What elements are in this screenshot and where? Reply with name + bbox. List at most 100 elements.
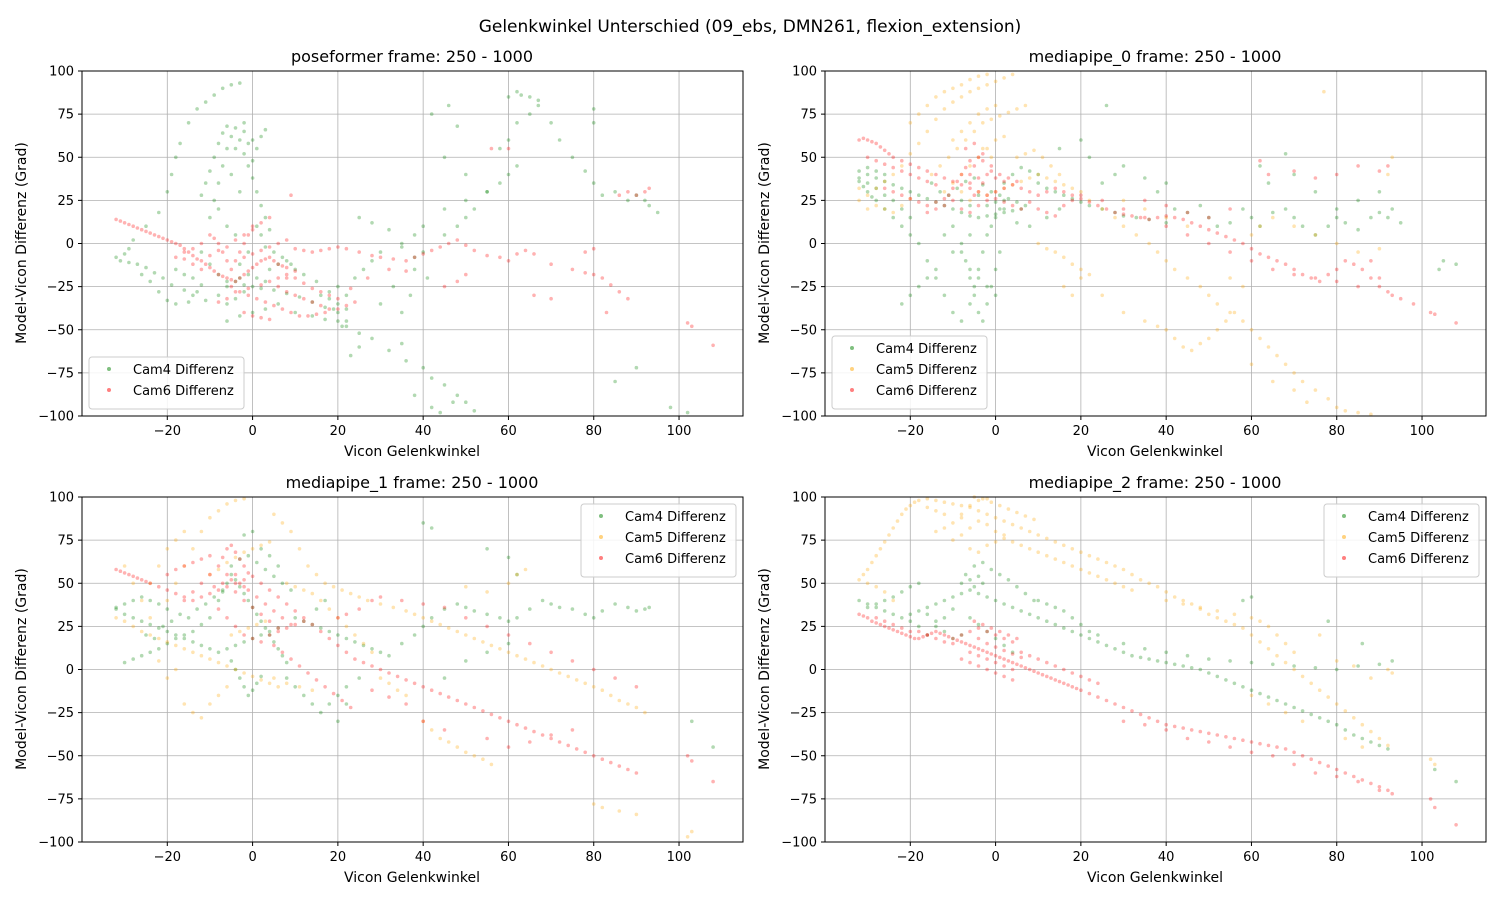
data-point	[1181, 217, 1185, 222]
data-point	[344, 624, 349, 629]
data-point	[1087, 678, 1092, 682]
data-point	[1305, 400, 1309, 405]
data-point	[925, 259, 930, 263]
data-point	[900, 631, 904, 636]
data-point	[182, 598, 187, 603]
legend-marker	[850, 388, 854, 392]
data-point	[263, 257, 268, 261]
data-point	[874, 186, 878, 191]
x-tick-label: 40	[1158, 850, 1175, 865]
data-point	[250, 605, 255, 610]
data-point	[267, 227, 272, 232]
data-point	[600, 688, 605, 692]
data-point	[951, 641, 955, 646]
data-point	[865, 165, 870, 170]
data-point	[1258, 619, 1262, 623]
data-point	[259, 619, 263, 623]
data-point	[225, 616, 229, 620]
data-point	[1292, 750, 1296, 755]
data-point	[1326, 397, 1330, 401]
data-point	[357, 607, 362, 611]
data-point	[1258, 158, 1262, 163]
data-point	[925, 505, 930, 510]
data-point	[998, 503, 1002, 508]
data-point	[485, 590, 489, 594]
data-point	[1313, 388, 1318, 392]
data-point	[302, 619, 306, 623]
data-point	[344, 293, 349, 298]
data-point	[908, 215, 913, 220]
data-point	[157, 636, 161, 641]
data-point	[139, 598, 144, 603]
data-point	[438, 622, 443, 627]
data-point	[959, 210, 964, 215]
data-point	[634, 609, 639, 613]
data-point	[191, 293, 195, 298]
data-point	[976, 653, 981, 658]
data-point	[1313, 190, 1318, 194]
data-point	[1249, 740, 1254, 744]
data-point	[989, 567, 994, 572]
data-point	[472, 705, 477, 710]
data-point	[882, 186, 887, 191]
plot-area: −20 0 20 40 60 80 100−100−75−50−250255075100Ca…	[38, 491, 744, 865]
data-point	[1334, 667, 1339, 672]
x-tick-label: 40	[415, 850, 432, 865]
data-point	[1249, 595, 1254, 599]
data-point	[1369, 276, 1373, 280]
data-point	[532, 729, 536, 734]
data-point	[319, 629, 323, 634]
data-point	[600, 805, 605, 810]
data-point	[203, 262, 208, 267]
data-point	[951, 86, 955, 91]
data-point	[1121, 584, 1126, 589]
data-point	[365, 276, 370, 280]
data-point	[1104, 578, 1109, 582]
data-point	[968, 164, 972, 168]
data-point	[934, 95, 938, 99]
data-point	[489, 643, 494, 648]
data-point	[917, 498, 921, 503]
data-point	[199, 643, 204, 648]
data-point	[951, 181, 955, 185]
data-point	[1070, 198, 1075, 203]
data-point	[917, 165, 921, 170]
data-point	[302, 616, 306, 620]
data-point	[1079, 688, 1083, 692]
data-point	[523, 726, 528, 730]
data-point	[540, 733, 545, 737]
data-point	[874, 158, 878, 163]
data-point	[280, 650, 285, 655]
data-point	[1002, 519, 1006, 523]
data-point	[904, 507, 908, 511]
legend-marker	[599, 514, 603, 518]
data-point	[148, 279, 152, 284]
data-point	[925, 612, 930, 617]
data-point	[861, 136, 866, 141]
data-point	[917, 636, 921, 641]
data-point	[220, 164, 225, 168]
x-axis-label: Vicon Gelenkwinkel	[344, 444, 480, 460]
data-point	[169, 283, 174, 287]
data-point	[870, 619, 874, 623]
data-point	[361, 643, 366, 648]
data-point	[370, 598, 374, 603]
data-point	[1019, 207, 1023, 211]
data-point	[131, 657, 135, 661]
data-point	[968, 186, 972, 191]
data-point	[357, 345, 362, 349]
data-point	[613, 676, 617, 680]
data-point	[609, 760, 613, 765]
data-point	[951, 250, 955, 254]
data-point	[1079, 193, 1083, 197]
data-point	[989, 500, 994, 505]
data-point	[1057, 207, 1062, 211]
y-axis-label: Model-Vicon Differenz (Grad)	[14, 568, 30, 770]
data-point	[254, 595, 259, 599]
data-point	[857, 186, 861, 191]
data-point	[934, 207, 938, 211]
data-point	[144, 224, 148, 228]
x-tick-label: 80	[585, 424, 602, 439]
data-point	[917, 193, 921, 197]
data-point	[1249, 259, 1254, 263]
